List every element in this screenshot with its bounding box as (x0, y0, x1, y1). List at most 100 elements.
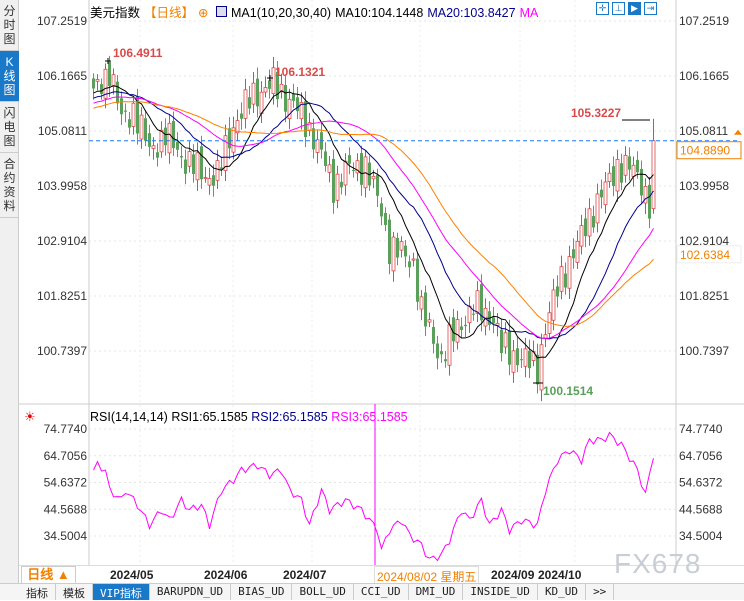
candle (623, 154, 628, 176)
candle (584, 218, 587, 237)
period-button[interactable]: 日线 ▲ (21, 566, 76, 584)
side-tabs: 分时图 K线图 闪电图 合约资料 (0, 0, 19, 583)
indicator-tab[interactable]: BARUPDN_UD (150, 584, 232, 600)
candle (411, 258, 416, 261)
candle (436, 343, 439, 359)
instrument-title: 美元指数 (90, 6, 141, 20)
indicator-tab[interactable]: BIAS_UD (231, 584, 293, 600)
price-tick-right: 105.0811 (679, 124, 728, 138)
candle (340, 181, 343, 188)
candle (276, 71, 279, 100)
indicator-tab[interactable]: INSIDE_UD (463, 584, 538, 600)
candle (148, 133, 151, 147)
date-label: 2024/05 (110, 568, 154, 582)
indicator-tab[interactable]: 指标 (19, 584, 56, 600)
candle (603, 181, 608, 206)
candle (475, 290, 480, 314)
candle (396, 237, 399, 258)
crosshair-icon[interactable]: ✛ (596, 2, 609, 15)
candle (192, 154, 195, 175)
indicator-tab[interactable]: VIP指标 (93, 584, 150, 600)
tab-timeshare[interactable]: 分时图 (0, 0, 19, 51)
candle (640, 168, 643, 196)
date-label: 2024/09 (485, 568, 535, 582)
candle (212, 175, 215, 186)
candle (467, 305, 472, 324)
candle (124, 110, 127, 112)
high-label: 106.1321 (275, 65, 325, 79)
candle (304, 101, 307, 138)
indicator-tab[interactable]: 模板 (56, 584, 93, 600)
candle (100, 84, 103, 95)
tab-contract-info[interactable]: 合约资料 (0, 153, 19, 218)
candle (452, 317, 455, 342)
price-tick-right: 103.9958 (679, 179, 729, 193)
candle (472, 313, 475, 315)
price-tick-left: 101.8251 (37, 289, 87, 303)
zoom-fit-icon[interactable]: ⊥ (612, 2, 625, 15)
high-marker (105, 58, 111, 64)
low-label: 100.1514 (543, 384, 593, 398)
candle (343, 160, 348, 186)
candle (427, 319, 432, 323)
candle (631, 164, 636, 177)
indicator-tab[interactable]: CCI_UD (354, 584, 409, 600)
date-axis: 日线 ▲ 2024/05 2024/06 2024/07 2024/09 202… (19, 565, 744, 587)
candle (215, 160, 220, 181)
tab-flash[interactable]: 闪电图 (0, 102, 19, 153)
candle (567, 256, 572, 289)
date-label: 2024/06 (204, 568, 248, 582)
indicator-tab[interactable]: >> (586, 584, 615, 600)
candle (447, 324, 452, 366)
candle (184, 159, 187, 174)
candle (559, 266, 564, 292)
candle (575, 240, 580, 263)
candle (600, 189, 603, 198)
candle (332, 158, 335, 203)
tab-kline[interactable]: K线图 (0, 51, 19, 102)
ma30-line (93, 96, 654, 339)
price-tick-left: 105.0811 (38, 124, 87, 138)
scroll-right-icon[interactable]: ▶ (628, 2, 641, 15)
candle (131, 102, 136, 127)
candle (195, 152, 200, 181)
candle (432, 327, 435, 344)
candle (607, 172, 612, 182)
ma20-value: MA20:103.8427 (427, 6, 516, 20)
candle (523, 348, 528, 367)
candle (399, 241, 404, 251)
exit-icon[interactable]: ⇥ (644, 2, 657, 15)
price-tick-left: 100.7397 (37, 344, 87, 358)
candle (355, 160, 360, 174)
chart-header: 美元指数 【日线】 ⊕ MA1(10,20,30,40) MA10:104.1448 M… (90, 2, 542, 21)
indicator-tab[interactable]: BOLL_UD (292, 584, 354, 600)
ma10-line (93, 85, 654, 359)
ma-icon[interactable] (216, 6, 227, 17)
indicator-tab[interactable]: DMI_UD (409, 584, 464, 600)
candle (416, 258, 419, 302)
period-label[interactable]: 【日线】 (144, 6, 195, 20)
candle (539, 344, 544, 391)
candle (263, 87, 268, 93)
candle (587, 208, 592, 237)
candle (492, 317, 495, 324)
candle (503, 332, 508, 348)
add-icon[interactable]: ⊕ (198, 6, 209, 20)
rsi-tick-right: 64.7056 (679, 449, 723, 463)
candle (164, 127, 167, 146)
candle (464, 324, 467, 327)
indicator-tab[interactable]: KD_UD (538, 584, 587, 600)
candle (271, 67, 276, 95)
current-price-label: 104.8890 (680, 144, 730, 158)
ma-more: MA (519, 6, 539, 20)
date-label: 2024/10 (538, 568, 582, 582)
candle (508, 330, 511, 365)
candle (231, 127, 236, 153)
candle (455, 319, 460, 343)
price-chart[interactable]: 107.2519 107.2519 106.1665 106.1665 105.0811… (0, 0, 744, 583)
candle (248, 97, 251, 109)
rsi-line (93, 431, 654, 562)
price-tick-left: 102.9104 (37, 234, 87, 248)
rsi-settings-icon[interactable]: ☀ (24, 409, 36, 424)
candle (144, 118, 147, 141)
